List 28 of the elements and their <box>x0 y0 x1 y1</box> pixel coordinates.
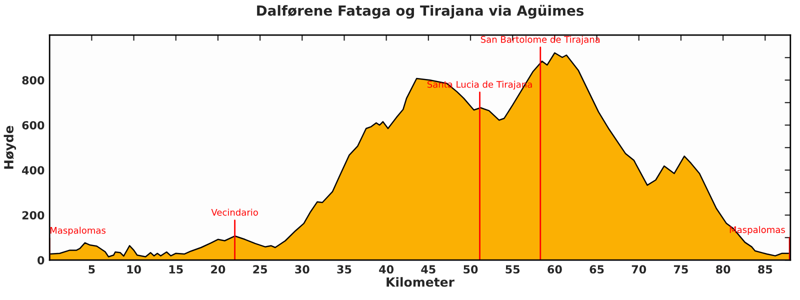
y-tick-label: 800 <box>22 76 44 84</box>
x-tick-label: 65 <box>590 265 604 274</box>
x-tick-label: 85 <box>758 265 772 274</box>
y-axis-title: Høyde <box>4 126 16 169</box>
x-tick-label: 10 <box>127 265 141 274</box>
x-tick-label: 35 <box>337 265 352 274</box>
x-tick-label: 5 <box>88 265 95 274</box>
x-tick-label: 60 <box>548 265 562 274</box>
x-tick-label: 30 <box>295 265 310 274</box>
x-tick-label: 80 <box>716 265 730 274</box>
y-tick-label: 600 <box>22 121 44 130</box>
ref-line-label: San Bartolome de Tirajana <box>480 36 600 45</box>
x-tick-label: 55 <box>506 265 520 274</box>
ref-line-label: Maspalomas <box>50 226 106 236</box>
x-tick-label: 15 <box>169 265 183 274</box>
x-tick-label: 75 <box>674 265 688 274</box>
ref-line-label: Vecindario <box>211 208 258 216</box>
x-tick-label: 70 <box>632 265 646 274</box>
chart-title: Dalførene Fataga og Tirajana via Agüimes <box>257 4 584 19</box>
x-tick-label: 40 <box>379 265 394 274</box>
x-tick-label: 50 <box>464 265 478 274</box>
y-tick-label: 0 <box>38 256 44 264</box>
x-tick-label: 45 <box>421 265 436 274</box>
y-tick-label: 200 <box>22 211 44 220</box>
y-tick-label: 400 <box>22 166 44 174</box>
x-axis-title: Kilometer <box>386 277 454 287</box>
x-tick-label: 20 <box>211 265 226 274</box>
x-tick-label: 25 <box>253 265 268 274</box>
